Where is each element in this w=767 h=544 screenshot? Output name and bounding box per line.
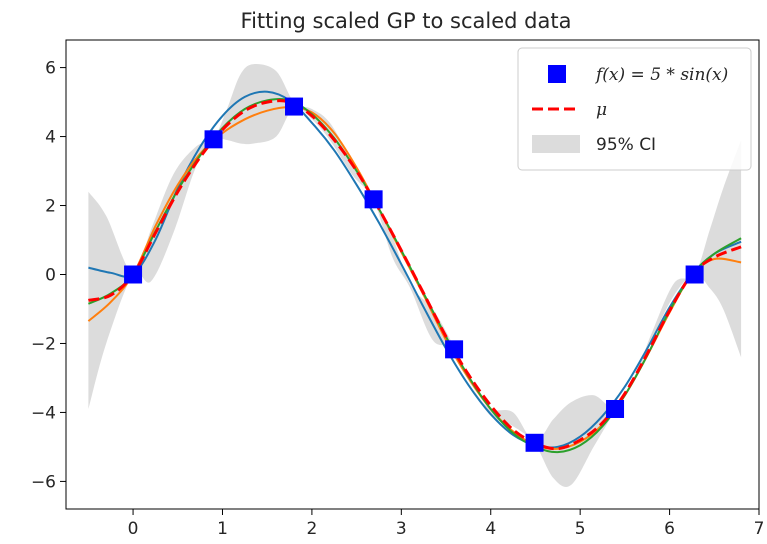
sample-line	[88, 90, 742, 449]
series-lines-layer	[87, 90, 742, 454]
x-tick-label: 7	[754, 519, 765, 539]
observation-marker	[685, 265, 704, 284]
x-tick-label: 0	[128, 519, 139, 539]
legend-label: μ	[596, 100, 607, 120]
x-tick-label: 3	[396, 519, 407, 539]
observation-marker	[124, 265, 143, 284]
x-tick-label: 1	[217, 519, 228, 539]
x-tick-label: 6	[664, 519, 675, 539]
y-tick-label: −2	[31, 334, 56, 354]
x-tick-label: 4	[485, 519, 496, 539]
observation-marker	[285, 97, 304, 116]
legend: f(x) = 5 * sin(x) μ 95% CI	[517, 47, 752, 171]
x-tick-label: 5	[575, 519, 586, 539]
legend-label: f(x) = 5 * sin(x)	[594, 65, 728, 85]
x-tick-label: 2	[306, 519, 317, 539]
observation-marker	[525, 433, 544, 452]
y-tick-label: −4	[31, 403, 56, 423]
y-axis: −6 −4 −2 0 2 4 6	[31, 59, 66, 492]
y-tick-label: 2	[45, 197, 56, 217]
y-tick-label: 4	[45, 128, 56, 148]
mean-line	[88, 99, 742, 451]
x-axis: 0 1 2 3 4 5 6 7	[128, 509, 765, 539]
y-tick-label: 0	[45, 266, 56, 286]
observation-marker	[204, 130, 223, 149]
observation-markers-layer	[124, 97, 704, 452]
observation-marker	[445, 340, 464, 359]
chart-title: Fitting scaled GP to scaled data	[241, 9, 572, 33]
legend-label: 95% CI	[596, 135, 656, 155]
y-tick-label: −6	[31, 472, 56, 492]
y-tick-label: 6	[45, 59, 56, 79]
observation-marker	[606, 399, 625, 418]
observation-marker	[364, 190, 383, 209]
legend-marker-swatch	[548, 65, 566, 83]
legend-band-swatch	[532, 135, 580, 153]
